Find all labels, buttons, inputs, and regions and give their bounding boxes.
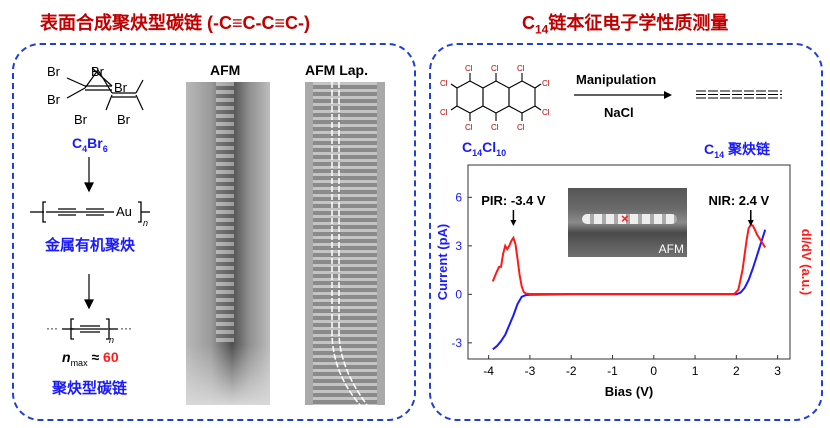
afm-lap-label: AFM Lap. (305, 62, 368, 78)
c14cl10-label: C14Cl10 (462, 139, 506, 158)
x-axis-label: Bias (V) (605, 384, 653, 399)
f: 6 (102, 143, 108, 154)
ellipsis-left: ··· (46, 321, 58, 335)
f: 14 (714, 149, 725, 160)
f: 14 (472, 147, 483, 158)
reaction-arrow (574, 91, 672, 99)
y-tick-label: 0 (455, 287, 462, 301)
f: C (704, 141, 715, 157)
y2-axis-label: dI/dV (a.u.) (799, 229, 814, 295)
manipulation-label: Manipulation (576, 72, 657, 87)
chain-trace-overlay (331, 82, 368, 405)
f: C (72, 135, 83, 151)
arrow-head-icon (747, 220, 754, 226)
br-atom: Br (91, 64, 104, 79)
polyyne-structure (62, 274, 118, 340)
cl-atom: Cl (465, 64, 473, 73)
right-title: C14链本征电子学性质测量 (522, 9, 728, 37)
x-tick-label: 2 (733, 364, 740, 378)
f: C (462, 139, 473, 155)
f: 4 (82, 143, 88, 154)
cl-atom: Cl (440, 108, 448, 117)
cl-atom: Cl (491, 123, 499, 132)
peak-annotation: NIR: 2.4 V (708, 193, 769, 208)
plot-frame (467, 164, 791, 360)
cl-atom: Cl (542, 79, 550, 88)
reaction-arrows (30, 157, 150, 223)
didv-curve (491, 223, 767, 295)
inset-chain (582, 214, 677, 224)
br-atom: Br (74, 112, 87, 127)
au-atom: Au (116, 204, 132, 219)
y-axis-label: Current (pA) (435, 224, 450, 301)
afm-lap-image (305, 82, 385, 405)
f: Cl (482, 139, 497, 155)
max: max (70, 357, 88, 368)
ellipsis-right: ··· (120, 321, 132, 335)
x-tick-label: -2 (566, 364, 577, 378)
cl-atom: Cl (517, 64, 525, 73)
arrow-head-icon (510, 220, 517, 226)
f: Br (87, 135, 103, 151)
x-tick-label: -1 (607, 364, 618, 378)
x-tick-label: -3 (525, 364, 536, 378)
inset-afm-label: AFM (658, 242, 684, 256)
organometallic-label: 金属有机聚炔 (45, 237, 136, 254)
nmax-label: nmax ≈ 60 (62, 349, 119, 368)
f: 10 (496, 147, 507, 158)
f: 聚炔链 (724, 141, 771, 157)
c14-chain-label: C14 聚炔链 (704, 139, 770, 160)
br-atom: Br (47, 92, 60, 107)
tip-position-marker-icon: × (621, 211, 629, 226)
cl-atom: Cl (440, 79, 448, 88)
right-title-sub: 14 (535, 22, 549, 37)
right-title-c: C (522, 13, 535, 33)
left-panel (12, 43, 416, 421)
chain-label: 聚炔型碳链 (52, 380, 128, 397)
br-atom: Br (114, 80, 127, 95)
br-atom: Br (117, 112, 130, 127)
right-title-rest: 链本征电子学性质测量 (548, 13, 729, 33)
y-tick-label: 3 (455, 239, 462, 253)
x-tick-label: 0 (650, 364, 657, 378)
y-tick-label: -3 (451, 336, 462, 350)
cl-atom: Cl (465, 123, 473, 132)
x-tick-label: 3 (774, 364, 781, 378)
repeat-n: n (109, 335, 115, 345)
n: n (62, 349, 71, 365)
c4br6-structure (66, 67, 144, 111)
inset-afm-image: × AFM (568, 188, 687, 257)
nmax-value: 60 (103, 349, 119, 365)
right-panel (429, 43, 823, 421)
cl-atom: Cl (517, 123, 525, 132)
cl-atom: Cl (542, 108, 550, 117)
nacl-label: NaCl (604, 105, 634, 120)
c14-chain-structure (696, 90, 782, 99)
afm-label: AFM (210, 62, 241, 78)
approx: ≈ (91, 349, 100, 365)
afm-image (186, 82, 270, 405)
cl-atom: Cl (491, 64, 499, 73)
c14cl10-structure: Cl Cl Cl Cl Cl Cl Cl Cl Cl Cl (440, 64, 550, 132)
left-title: 表面合成聚炔型碳链 (-C≡C-C≡C-) (40, 13, 310, 33)
x-tick-label: 1 (692, 364, 699, 378)
c4br6-label: C4Br6 (72, 135, 108, 154)
peak-annotation: PIR: -3.4 V (481, 193, 546, 208)
x-tick-label: -4 (483, 364, 494, 378)
repeat-n: n (143, 218, 149, 228)
br-atom: Br (47, 64, 60, 79)
y-tick-label: 6 (455, 190, 462, 204)
